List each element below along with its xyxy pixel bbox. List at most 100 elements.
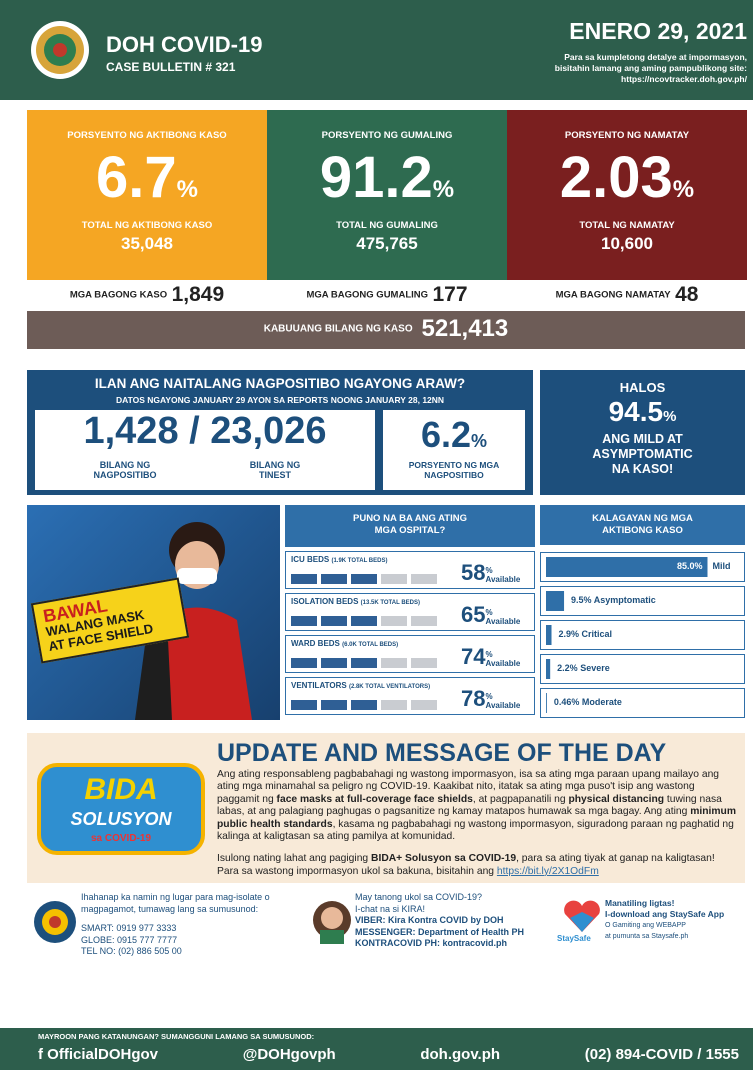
update-text-segment: BIDA+ Solusyon sa COVID-19 bbox=[371, 853, 516, 864]
total-value: 521,413 bbox=[422, 315, 509, 342]
footer: MAYROON PANG KATANUNGAN? SUMANGGUNI LAMA… bbox=[0, 1028, 753, 1070]
occupancy-block bbox=[321, 616, 347, 626]
total-bar: KABUUANG BILANG NG KASO 521,413 bbox=[27, 311, 745, 349]
available-unit: % bbox=[485, 650, 520, 659]
poster: BAWAL WALANG MASK AT FACE SHIELD bbox=[27, 505, 280, 720]
title-line: KALAGAYAN NG MGA bbox=[540, 513, 745, 525]
label-line: NAGPOSITIBO bbox=[75, 470, 175, 480]
occupancy-block bbox=[291, 574, 317, 584]
contact-line: magpagamot, tumawag lang sa sumusunod: bbox=[81, 904, 301, 916]
available-status: Available bbox=[485, 659, 520, 668]
stat-total-label: TOTAL NG GUMALING bbox=[267, 220, 507, 231]
contacts: Ihahanap ka namin ng lugar para mag-isol… bbox=[27, 890, 745, 1030]
occupancy-block bbox=[411, 574, 437, 584]
stat-total: 475,765 bbox=[267, 234, 507, 254]
new-label: MGA BAGONG NAMATAY bbox=[556, 290, 671, 301]
testing-title: ILAN ANG NAITALANG NAGPOSITIBO NGAYONG A… bbox=[27, 376, 533, 391]
bulletin: DOH COVID-19 CASE BULLETIN # 321 ENERO 2… bbox=[0, 0, 753, 1070]
contact-col: Ihahanap ka namin ng lugar para mag-isol… bbox=[81, 892, 301, 958]
contact-line: May tanong ukol sa COVID-19? bbox=[355, 892, 565, 904]
stat-total-label: TOTAL NG AKTIBONG KASO bbox=[27, 220, 267, 231]
occupancy-block bbox=[351, 574, 377, 584]
note-line: Para sa kumpletong detalye at impormasyo… bbox=[555, 52, 747, 63]
title: DOH COVID-19 bbox=[106, 32, 262, 58]
bed-type: VENTILATORS bbox=[291, 681, 347, 690]
occupancy-block bbox=[351, 616, 377, 626]
stat-total: 35,048 bbox=[27, 234, 267, 254]
active-name: Mild bbox=[713, 561, 731, 571]
date: ENERO 29, 2021 bbox=[569, 18, 747, 45]
active-bar bbox=[546, 625, 552, 645]
occupancy-block bbox=[411, 700, 437, 710]
update-link[interactable]: https://bit.ly/2X1OdFm bbox=[497, 866, 599, 877]
update-text-segment: physical distancing bbox=[568, 794, 664, 805]
staysafe-icon bbox=[562, 900, 602, 934]
available-side: %Available bbox=[485, 692, 520, 712]
active-percent: 0.46% bbox=[554, 697, 580, 707]
new-label: MGA BAGONG KASO bbox=[70, 290, 167, 301]
occupancy-block bbox=[411, 658, 437, 668]
header: DOH COVID-19 CASE BULLETIN # 321 ENERO 2… bbox=[0, 0, 753, 100]
footer-link[interactable]: (02) 894-COVID / 1555 bbox=[585, 1046, 739, 1063]
footer-link[interactable]: doh.gov.ph bbox=[420, 1046, 500, 1063]
percent-value: 2.03 bbox=[560, 145, 673, 210]
title-line: AKTIBONG KASO bbox=[540, 525, 745, 537]
active-label: 85.0% bbox=[658, 561, 703, 571]
available-side: %Available bbox=[485, 566, 520, 586]
occupancy-block bbox=[381, 658, 407, 668]
update-title: UPDATE AND MESSAGE OF THE DAY bbox=[217, 739, 666, 768]
active-name: Asymptomatic bbox=[594, 595, 656, 605]
contact-line: MESSENGER: Department of Health PH bbox=[355, 927, 565, 939]
stat-total: 10,600 bbox=[507, 234, 747, 254]
label-line: TINEST bbox=[225, 470, 325, 480]
contact-line: at pumunta sa Staysafe.ph bbox=[605, 931, 745, 942]
update-text-segment: Isulong nating lahat ang pagiging bbox=[217, 853, 371, 864]
bed-type: ISOLATION BEDS bbox=[291, 597, 358, 606]
occupancy-icons bbox=[291, 568, 451, 586]
footer-link[interactable]: @DOHgovph bbox=[243, 1046, 336, 1063]
kira-avatar bbox=[312, 896, 352, 944]
occupancy-block bbox=[381, 700, 407, 710]
total: KABUUANG BILANG NG KASO 521,413 bbox=[27, 315, 745, 343]
contact-logo bbox=[33, 900, 77, 944]
active-percent: 2.2% bbox=[557, 663, 578, 673]
available-value: 74 bbox=[461, 644, 485, 670]
footer-link[interactable]: f OfficialDOHgov bbox=[38, 1046, 158, 1063]
contact-line: Ihahanap ka namin ng lugar para mag-isol… bbox=[81, 892, 301, 904]
available-unit: % bbox=[485, 566, 520, 575]
label-line: PORSYENTO NG MGA bbox=[383, 460, 525, 470]
available-status: Available bbox=[485, 575, 520, 584]
active-row: 0.46% Moderate bbox=[540, 688, 745, 718]
active-name: Severe bbox=[580, 663, 610, 673]
contact-line: TEL NO: (02) 886 505 00 bbox=[81, 946, 301, 958]
active-label: 2.2% Severe bbox=[557, 663, 610, 673]
update-text-segment: , at pagpapanatili ng bbox=[473, 794, 569, 805]
hospital-name: ISOLATION BEDS (13.5K TOTAL BEDS) bbox=[291, 597, 420, 606]
contact-line: GLOBE: 0915 777 7777 bbox=[81, 935, 301, 947]
occupancy-icons bbox=[291, 694, 451, 712]
new-cases: MGA BAGONG GUMALING 177 bbox=[267, 283, 507, 307]
occupancy-block bbox=[411, 616, 437, 626]
active-row: 2.9% Critical bbox=[540, 620, 745, 650]
mild-lead: HALOS bbox=[540, 380, 745, 395]
available-status: Available bbox=[485, 701, 520, 710]
active-label: 0.46% Moderate bbox=[554, 697, 622, 707]
staysafe-logo: StaySafe bbox=[557, 934, 591, 943]
footer-links: f OfficialDOHgov @DOHgovph doh.gov.ph (0… bbox=[38, 1046, 739, 1063]
active-percent: 85.0% bbox=[677, 561, 703, 571]
label-line: BILANG NG bbox=[225, 460, 325, 470]
occupancy-block bbox=[291, 658, 317, 668]
text-line: NA KASO! bbox=[540, 462, 745, 477]
percent-unit: % bbox=[673, 176, 694, 203]
occupancy-block bbox=[321, 658, 347, 668]
